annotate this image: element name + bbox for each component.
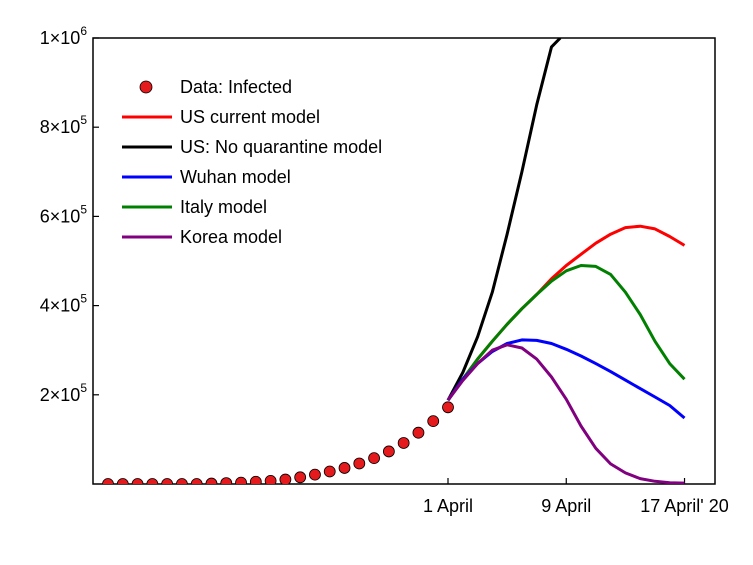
data-point: [309, 468, 321, 481]
legend: Data: Infected US current model US: No qua…: [122, 77, 382, 247]
data-point: [220, 477, 233, 484]
legend-label: US: No quarantine model: [180, 137, 382, 157]
y-tick-mantissa: 4×10: [40, 296, 81, 316]
x-tick-label: 17 April' 20: [640, 496, 729, 516]
data-point: [338, 462, 351, 474]
y-tick-mantissa: 6×10: [40, 206, 81, 226]
data-point: [102, 478, 114, 484]
y-tick-exponent: 5: [80, 292, 87, 306]
data-point: [279, 473, 292, 484]
plot-frame: [92, 37, 716, 485]
y-tick-exponent: 6: [80, 24, 87, 38]
data-point: [382, 445, 395, 458]
y-tick-label: 4×105: [40, 292, 88, 316]
y-tick-label: 1×106: [40, 24, 88, 48]
data-point: [397, 437, 410, 449]
y-tick-exponent: 5: [80, 381, 87, 395]
series-line-4: [446, 264, 686, 402]
data-point: [427, 415, 440, 428]
y-tick-mantissa: 8×10: [40, 117, 81, 137]
legend-label: Italy model: [180, 197, 267, 217]
data-point: [442, 401, 454, 414]
y-tick-label: 8×105: [40, 113, 88, 137]
legend-label: US current model: [180, 107, 320, 127]
data-point: [205, 477, 218, 484]
y-tick-label: 2×105: [40, 381, 88, 405]
y-tick-mantissa: 1×10: [40, 28, 81, 48]
data-point: [294, 471, 307, 484]
data-point: [368, 452, 380, 465]
y-tick-exponent: 5: [80, 113, 87, 127]
y-tick-label: 6×105: [40, 202, 88, 226]
data-point: [264, 474, 277, 484]
series-line-2: [446, 38, 562, 401]
legend-label: Wuhan model: [180, 167, 291, 187]
data-point: [412, 426, 425, 439]
data-point: [353, 457, 366, 470]
data-point: [131, 478, 144, 484]
y-tick-mantissa: 2×10: [40, 385, 81, 405]
legend-marker: [139, 80, 153, 94]
data-point: [176, 478, 188, 484]
data-point: [161, 478, 174, 484]
axes: [92, 37, 716, 485]
series-layer: [102, 38, 686, 484]
data-point: [235, 476, 247, 484]
data-point: [323, 465, 336, 478]
legend-label: Korea model: [180, 227, 282, 247]
y-tick-exponent: 5: [80, 202, 87, 216]
data-point: [190, 478, 203, 484]
data-point: [249, 475, 262, 484]
series-line-1: [446, 224, 686, 402]
legend-label: Data: Infected: [180, 77, 292, 97]
data-point: [116, 478, 129, 484]
data-point: [146, 478, 159, 484]
series-line-5: [446, 343, 685, 484]
x-tick-label: 1 April: [423, 496, 473, 516]
x-tick-label: 9 April: [541, 496, 591, 516]
